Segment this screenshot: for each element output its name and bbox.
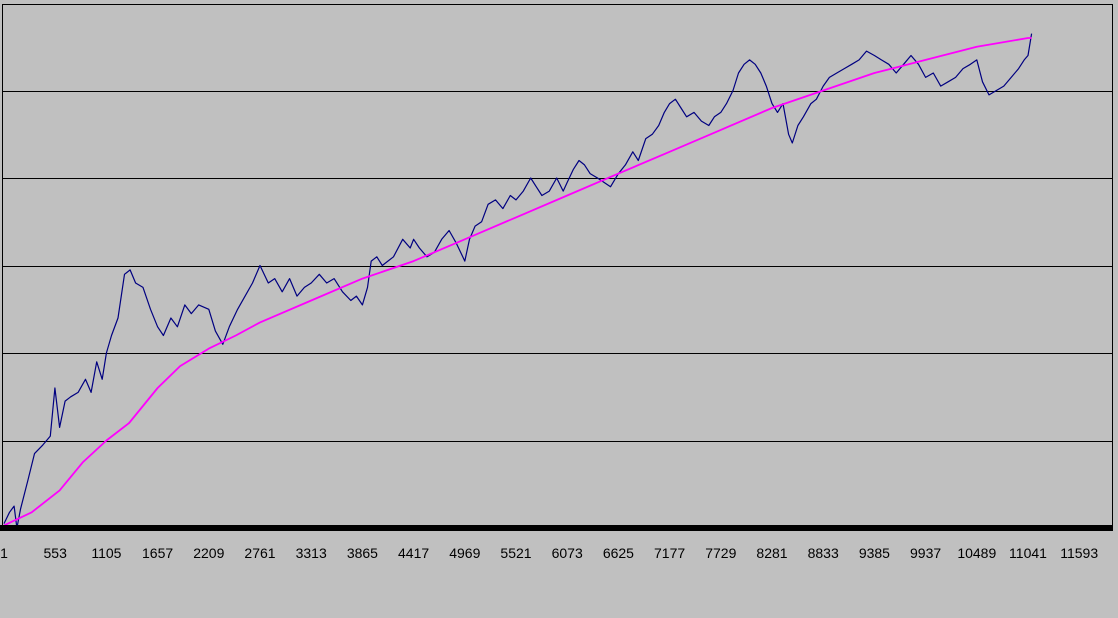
x-tick-label: 8281 (756, 545, 787, 561)
x-axis-line (0, 525, 1113, 531)
x-tick-label: 7729 (705, 545, 736, 561)
x-tick-label: 6625 (603, 545, 634, 561)
x-tick-label: 9937 (910, 545, 941, 561)
series-line-1 (3, 33, 1033, 529)
x-tick-label: 11041 (1009, 545, 1047, 561)
plot-area-border (2, 4, 1113, 528)
x-tick-label: 9385 (859, 545, 890, 561)
x-tick-label: 1657 (142, 545, 173, 561)
x-tick-label: 11593 (1060, 545, 1098, 561)
x-tick-label: 7177 (654, 545, 685, 561)
series-line-2 (3, 37, 1032, 527)
x-tick-label: 3313 (296, 545, 327, 561)
x-tick-label: 1 (0, 545, 8, 561)
x-tick-label: 553 (44, 545, 68, 561)
x-tick-label: 6073 (552, 545, 583, 561)
x-tick-label: 10489 (957, 545, 996, 561)
series-group (3, 33, 1033, 529)
x-tick-label: 5521 (500, 545, 531, 561)
x-tick-label: 2761 (244, 545, 275, 561)
x-axis (0, 525, 1113, 531)
x-tick-label: 8833 (808, 545, 839, 561)
x-tick-label: 3865 (347, 545, 378, 561)
x-tick-label: 1105 (91, 545, 121, 561)
x-tick-label: 4969 (449, 545, 480, 561)
x-tick-labels: 1 553 1105 1657 2209 2761 3313 3865 4417 4969 5521… (0, 545, 1098, 561)
x-tick-label: 4417 (398, 545, 429, 561)
x-tick-label: 2209 (193, 545, 224, 561)
